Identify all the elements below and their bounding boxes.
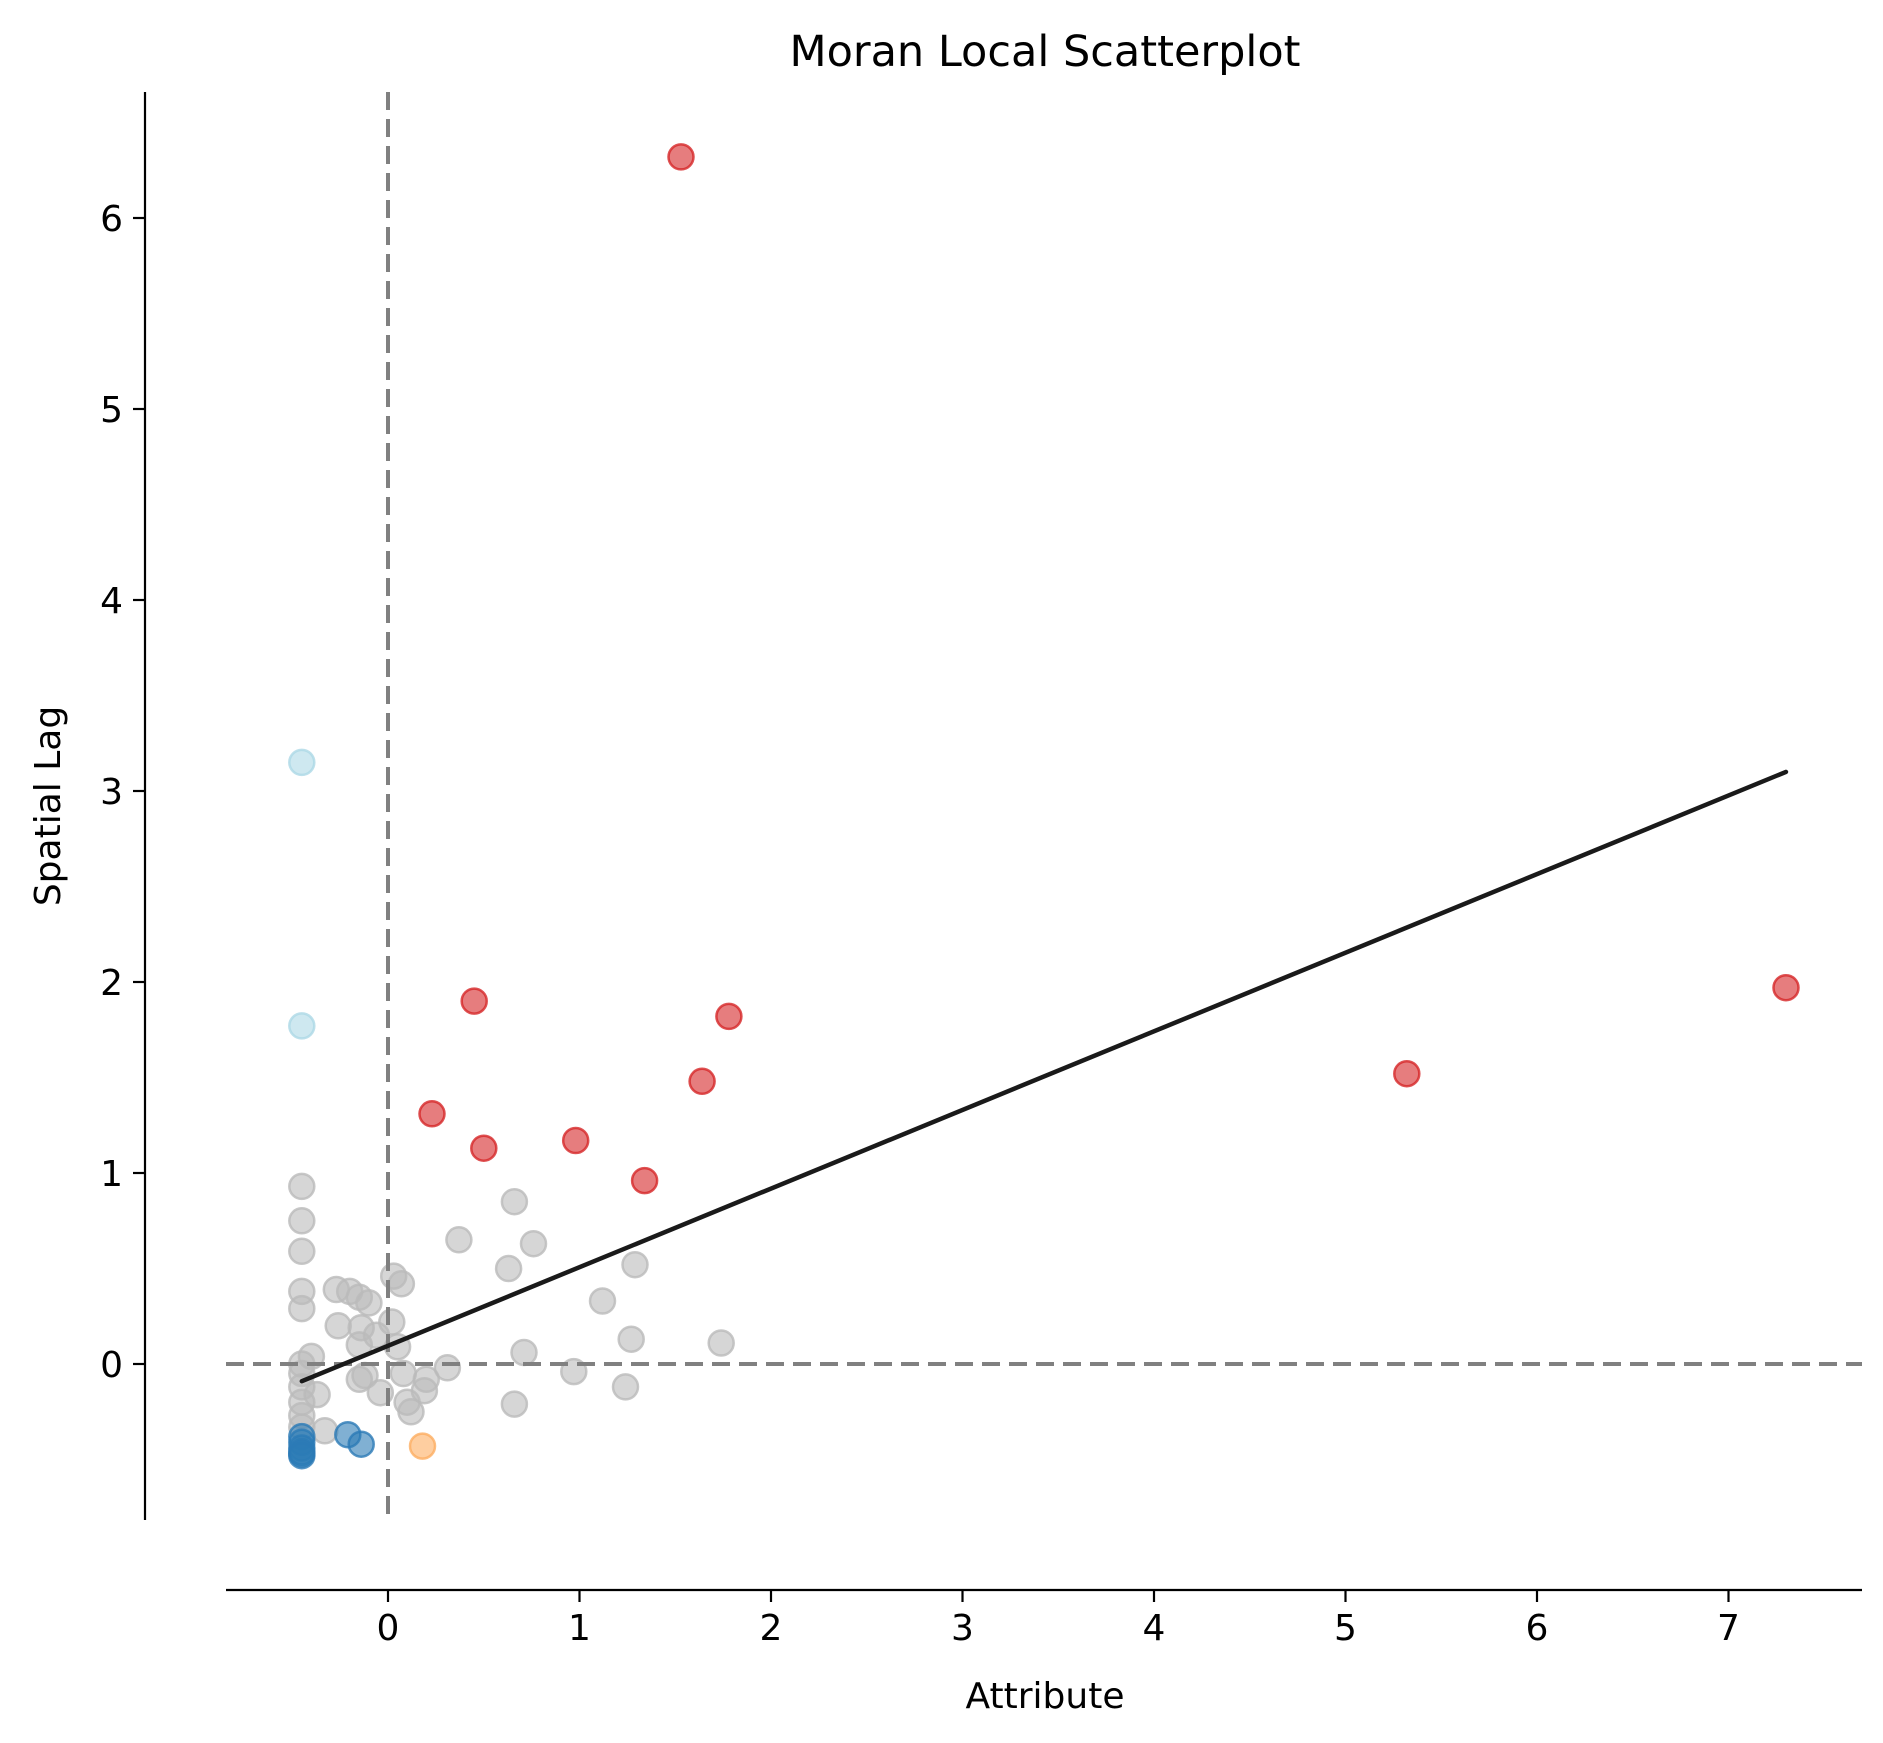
point-hh-1	[1772, 973, 1800, 1002]
y-tick-label-2: 2	[100, 963, 123, 1004]
x-tick-label-4: 4	[1143, 1608, 1166, 1649]
point-ns-25	[378, 1308, 406, 1336]
point-ns-15	[324, 1312, 352, 1340]
x-tick-label-2: 2	[760, 1608, 783, 1649]
points-layer	[288, 143, 1800, 1470]
point-ll-7	[347, 1430, 375, 1458]
point-ns-27	[387, 1270, 416, 1298]
point-ns-13	[311, 1417, 339, 1445]
point-ns-1	[288, 1207, 316, 1235]
point-hh-9	[630, 1166, 659, 1195]
point-lh-0	[288, 748, 316, 777]
point-hh-5	[688, 1067, 716, 1096]
point-ns-35	[445, 1226, 473, 1254]
x-tick-label-5: 5	[1334, 1608, 1357, 1649]
point-ns-0	[288, 1172, 316, 1201]
point-ns-37	[500, 1187, 529, 1216]
point-ns-33	[410, 1376, 439, 1405]
x-tick-label-7: 7	[1717, 1608, 1740, 1649]
point-ns-4	[288, 1294, 316, 1323]
lines-layer	[226, 92, 1862, 1520]
point-hh-7	[470, 1134, 498, 1162]
x-tick-label-3: 3	[951, 1608, 974, 1649]
y-tick-label-4: 4	[100, 581, 123, 622]
y-tick-label-0: 0	[100, 1345, 123, 1386]
point-ll-5	[288, 1441, 316, 1470]
point-ns-38	[500, 1390, 529, 1418]
axes-layer: 0 1 2 3 4 5 6 7 0 1 2 3 4 5 6	[100, 92, 1862, 1649]
y-axis-title: Spatial Lag	[28, 706, 69, 906]
point-hl-0	[408, 1432, 437, 1460]
point-hh-3	[460, 987, 488, 1015]
y-tick-label-5: 5	[100, 390, 123, 431]
y-tick-label-3: 3	[100, 772, 123, 813]
point-ns-2	[288, 1237, 316, 1266]
point-ns-46	[707, 1329, 735, 1357]
point-hh-4	[715, 1002, 743, 1031]
point-ns-45	[621, 1250, 649, 1279]
point-hh-2	[1393, 1059, 1421, 1088]
point-hh-8	[561, 1126, 590, 1155]
point-ns-36	[494, 1254, 523, 1283]
y-tick-label-1: 1	[100, 1154, 123, 1195]
x-tick-label-0: 0	[377, 1608, 400, 1649]
point-ns-12	[303, 1380, 331, 1409]
point-lh-1	[288, 1012, 316, 1040]
fit-line	[299, 769, 1789, 1384]
x-tick-label-1: 1	[568, 1608, 591, 1649]
point-ns-22	[355, 1289, 383, 1317]
y-tick-label-6: 6	[100, 199, 123, 240]
point-ns-34	[433, 1354, 462, 1382]
point-ns-39	[510, 1338, 538, 1367]
point-ns-43	[611, 1373, 640, 1401]
chart-title: Moran Local Scatterplot	[789, 27, 1300, 77]
point-ns-44	[617, 1325, 645, 1353]
point-ns-31	[397, 1398, 425, 1426]
point-ns-42	[588, 1287, 617, 1315]
x-tick-label-6: 6	[1526, 1608, 1549, 1649]
point-hh-6	[418, 1100, 446, 1128]
point-ns-40	[519, 1229, 548, 1258]
point-hh-0	[667, 143, 695, 171]
x-axis-title: Attribute	[966, 1676, 1125, 1717]
